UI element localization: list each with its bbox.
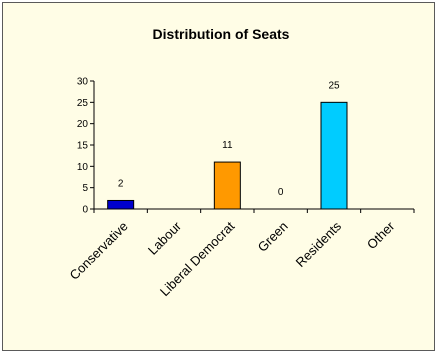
y-tick-label: 0 <box>82 205 88 216</box>
x-tick-label: Labour <box>145 218 185 258</box>
data-label: 2 <box>118 178 124 189</box>
y-tick-label: 10 <box>77 162 89 173</box>
data-label: 0 <box>278 187 284 198</box>
bar-residents <box>320 101 348 210</box>
x-tick-label: Other <box>364 218 398 252</box>
y-axis-group: 0 5 10 15 20 25 30 <box>77 77 95 216</box>
y-tick-label: 15 <box>77 141 89 152</box>
y-tick-label: 25 <box>77 98 89 109</box>
y-tick-label: 30 <box>77 77 89 88</box>
bar-liberal-democrat <box>213 161 241 210</box>
x-tick-label: Green <box>255 219 291 255</box>
chart-frame: Distribution of Seats 0 5 10 15 20 25 30 Conse… <box>2 2 435 351</box>
x-tick-label: Conservative <box>67 219 131 283</box>
bar-conservative <box>107 199 135 210</box>
data-label: 11 <box>222 140 233 151</box>
chart-title: Distribution of Seats <box>153 26 290 42</box>
x-tick-label: Residents <box>293 218 345 270</box>
y-tick-label: 20 <box>77 119 89 130</box>
data-label: 25 <box>328 80 340 91</box>
y-tick-label: 5 <box>82 183 88 194</box>
bars-group: 2 11 0 25 <box>107 80 348 210</box>
